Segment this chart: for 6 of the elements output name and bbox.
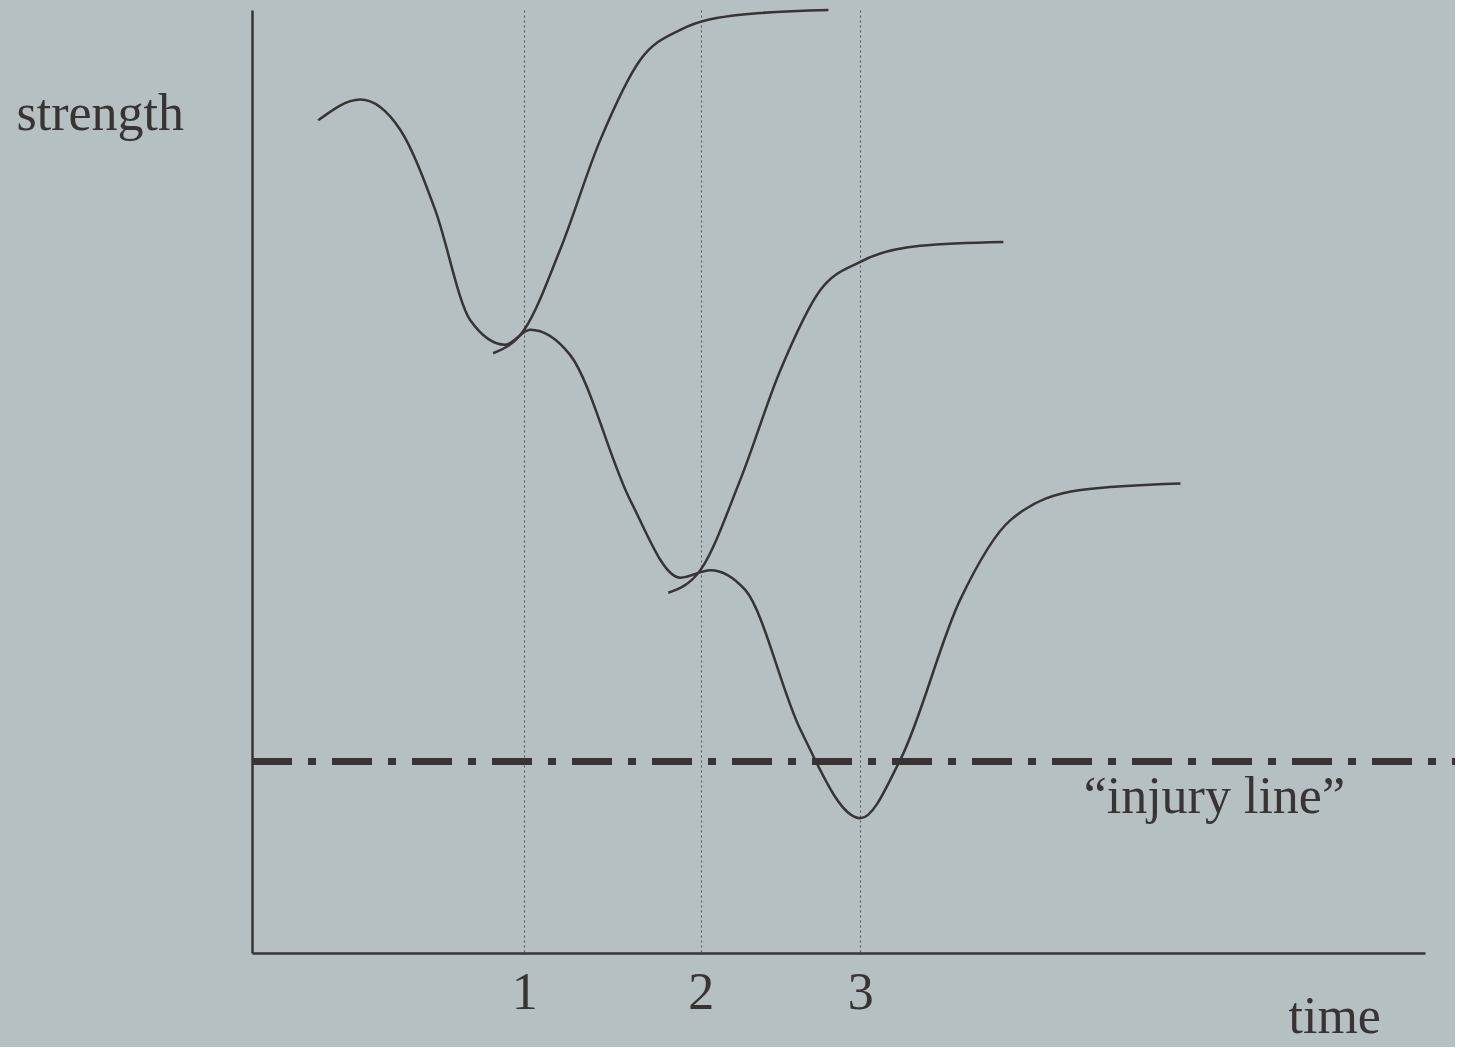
ref-line-label: “injury line” — [1083, 766, 1345, 824]
x-tick-label: 3 — [847, 962, 874, 1020]
x-axis-title: time — [1288, 986, 1381, 1044]
y-axis-title: strength — [16, 83, 185, 141]
x-tick-label: 1 — [511, 962, 538, 1020]
x-tick-label: 2 — [688, 962, 715, 1020]
